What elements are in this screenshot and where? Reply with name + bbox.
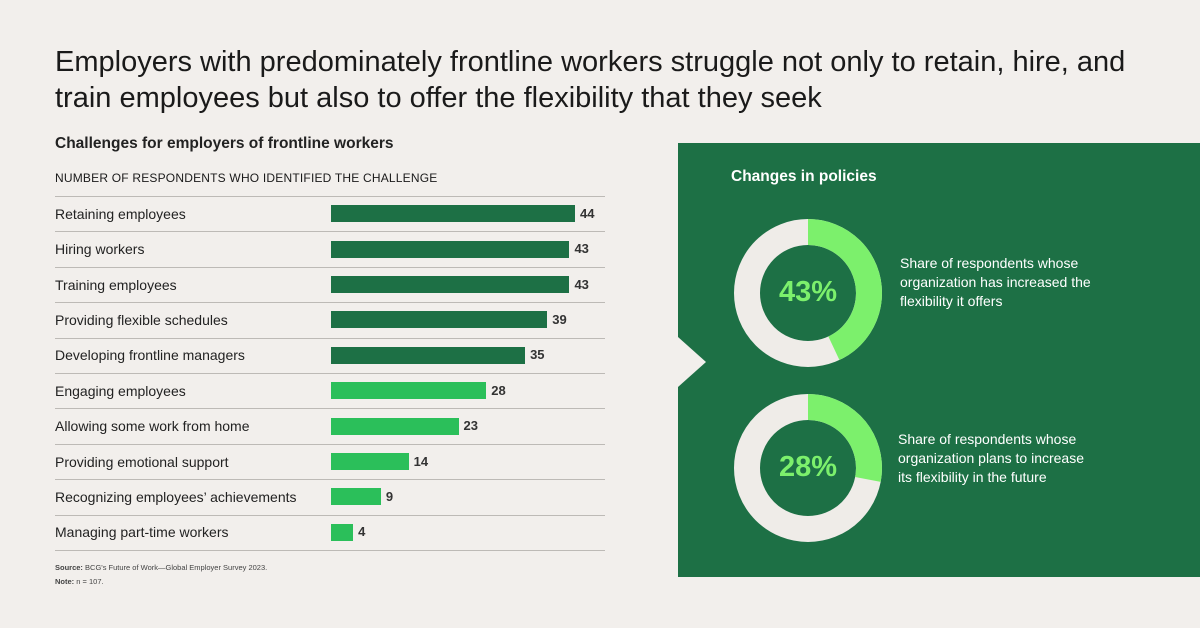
row-divider [55,302,605,304]
bar-value-label: 35 [530,347,545,363]
note-label: Note: [55,577,75,586]
source-label: Source: [55,563,83,572]
donut-chart-flexibility-planned [734,394,882,542]
row-divider [55,337,605,339]
bar [331,205,575,223]
source-text: BCG's Future of Work—Global Employer Sur… [85,563,268,572]
row-divider [55,514,605,516]
donut-chart-flexibility-increased [734,219,882,367]
donut-description: Share of respondents whose organization … [898,431,1085,485]
bar-label: Developing frontline managers [55,347,245,364]
bar-chart: Retaining employees 44 Hiring workers 43 Tra… [55,196,605,551]
bar-value-label: 43 [574,276,589,292]
donut-slice [734,394,882,542]
bar-chart-axis-caption: NUMBER OF RESPONDENTS WHO IDENTIFIED THE… [55,171,438,185]
donut-description: Share of respondents whose organization … [900,255,1091,309]
bar-value-label: 43 [574,241,589,257]
bar-value-label: 4 [358,524,366,540]
donut-value-label: 28% [778,451,838,483]
bar-label: Training employees [55,276,177,293]
row-divider [55,550,605,551]
row-divider [55,408,605,410]
panel-notch [678,337,706,387]
bar-value-label: 39 [552,311,567,327]
note-text: n = 107. [76,577,104,586]
bar-value-label: 14 [413,453,429,469]
source-note: Source: BCG's Future of Work—Global Empl… [55,563,267,572]
donut-slice [734,219,882,367]
bar [331,311,548,329]
row-divider [55,373,605,374]
bar-value-label: 23 [463,418,478,434]
bar-value-label: 44 [580,205,595,221]
bar [331,382,487,400]
bar-label: Allowing some work from home [55,418,250,435]
row-divider [55,231,605,233]
bar [331,276,570,293]
row-divider [55,196,605,197]
page-title: Employers with predominately frontline w… [55,46,1126,114]
bar-label: Providing emotional support [55,453,229,470]
sample-note: Note: n = 107. [55,577,104,586]
bar [331,240,570,258]
row-divider [55,266,605,268]
bar [331,488,381,506]
bar-value-label: 9 [385,488,394,504]
bar-label: Recognizing employees’ achievements [55,488,297,505]
bar-label: Providing flexible schedules [55,311,228,328]
row-divider [55,443,605,445]
bar [331,453,409,470]
bar [331,417,459,435]
donut-value-label: 43% [778,276,838,308]
bar-label: Hiring workers [55,241,145,258]
bar-label: Engaging employees [55,382,186,399]
bar-value-label: 28 [491,382,506,398]
bar-label: Managing part-time workers [55,524,229,541]
row-divider [55,479,605,481]
bar-chart-title: Challenges for employers of frontline wo… [55,135,394,152]
bar-label: Retaining employees [55,205,186,222]
bar [331,523,354,541]
policy-panel-title: Changes in policies [731,168,877,185]
bar [331,346,526,364]
